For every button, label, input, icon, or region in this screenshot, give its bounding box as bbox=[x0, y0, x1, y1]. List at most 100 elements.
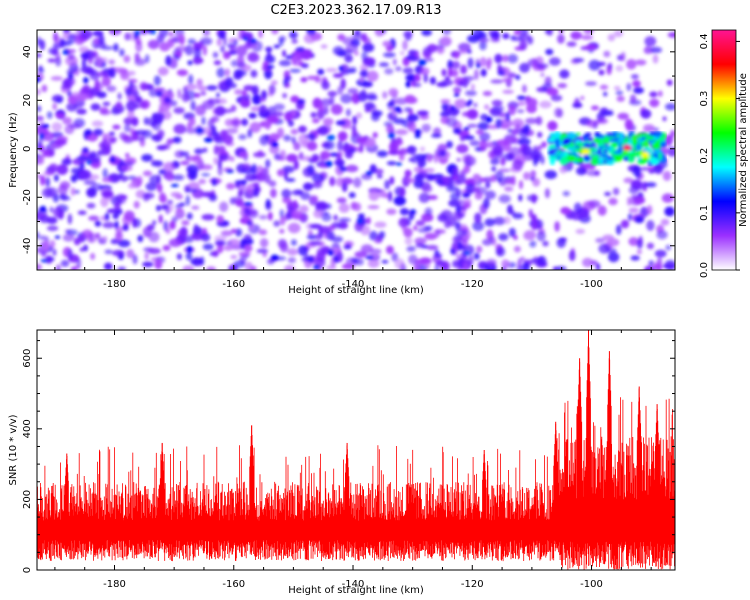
heatmap-cell bbox=[508, 227, 516, 238]
heatmap-cell bbox=[413, 225, 418, 231]
heatmap-cell bbox=[143, 116, 149, 125]
figure-title: C2E3.2023.362.17.09.R13 bbox=[270, 3, 441, 18]
heatmap-cell bbox=[404, 107, 412, 113]
heatmap-cell bbox=[357, 213, 365, 218]
heatmap-cell bbox=[562, 137, 570, 146]
heatmap-cell bbox=[122, 224, 129, 231]
heatmap-cell bbox=[167, 199, 174, 205]
heatmap-cell bbox=[127, 109, 135, 120]
y-tick-label: 600 bbox=[22, 349, 33, 368]
heatmap-cell bbox=[607, 156, 614, 160]
heatmap-cell bbox=[230, 119, 242, 125]
heatmap-cell bbox=[362, 43, 375, 52]
heatmap-cell bbox=[486, 141, 495, 148]
heatmap-cell bbox=[122, 215, 133, 226]
heatmap-cell bbox=[340, 93, 353, 104]
heatmap-cell bbox=[208, 193, 218, 202]
heatmap-cell bbox=[170, 183, 179, 188]
heatmap-cell bbox=[91, 120, 104, 127]
heatmap-cell bbox=[41, 84, 48, 93]
heatmap-cell bbox=[491, 237, 497, 246]
heatmap-cell bbox=[291, 210, 303, 219]
heatmap-cell bbox=[282, 92, 288, 99]
heatmap-cell bbox=[489, 30, 500, 39]
heatmap-cell bbox=[308, 133, 316, 142]
heatmap-cell bbox=[454, 93, 460, 97]
heatmap-cell bbox=[398, 154, 405, 161]
heatmap-cell bbox=[129, 127, 135, 135]
heatmap-cell bbox=[512, 212, 524, 219]
heatmap-cell bbox=[117, 239, 131, 248]
heatmap-cell bbox=[213, 60, 222, 66]
heatmap-cell bbox=[237, 30, 243, 41]
heatmap-cell bbox=[197, 85, 208, 91]
heatmap-cell bbox=[562, 190, 570, 197]
heatmap-cell bbox=[640, 166, 649, 171]
heatmap-cell bbox=[480, 68, 487, 77]
heatmap-cell bbox=[291, 55, 298, 66]
heatmap-cell bbox=[130, 83, 138, 95]
heatmap-cell bbox=[490, 36, 501, 43]
heatmap-cell bbox=[334, 159, 345, 167]
heatmap-cell bbox=[39, 39, 46, 51]
heatmap-cell bbox=[286, 153, 298, 163]
heatmap-cell bbox=[473, 69, 479, 81]
heatmap-cell bbox=[485, 116, 493, 123]
heatmap-cell bbox=[664, 206, 675, 217]
heatmap-cell bbox=[396, 162, 402, 166]
heatmap-cell bbox=[354, 251, 368, 258]
heatmap-cell bbox=[399, 207, 409, 216]
heatmap-cell bbox=[309, 240, 322, 246]
heatmap-cell bbox=[389, 176, 395, 185]
heatmap-cell bbox=[119, 194, 128, 200]
heatmap-cell bbox=[309, 223, 322, 229]
heatmap-cell bbox=[307, 255, 315, 263]
heatmap-cell bbox=[377, 192, 390, 198]
heatmap-cell bbox=[353, 177, 362, 188]
heatmap-cell bbox=[233, 260, 246, 268]
heatmap-cell bbox=[299, 205, 309, 213]
heatmap-cell bbox=[234, 180, 247, 185]
heatmap-cell bbox=[590, 105, 600, 111]
heatmap-cell bbox=[399, 187, 406, 197]
heatmap-cell bbox=[348, 192, 356, 199]
heatmap-cell bbox=[670, 129, 675, 138]
spectrogram-heatmap bbox=[37, 30, 675, 270]
heatmap-cell bbox=[414, 73, 421, 82]
heatmap-cell bbox=[302, 182, 314, 191]
heatmap-cell bbox=[251, 42, 258, 49]
heatmap-cell bbox=[184, 44, 194, 56]
heatmap-cell bbox=[660, 218, 670, 226]
heatmap-cell bbox=[90, 252, 96, 260]
heatmap-cell bbox=[235, 198, 244, 207]
heatmap-cell bbox=[328, 224, 336, 231]
heatmap-cell bbox=[609, 138, 615, 143]
heatmap-cell bbox=[498, 112, 507, 118]
heatmap-cell bbox=[163, 97, 172, 103]
heatmap-cell bbox=[271, 30, 279, 35]
heatmap-cell bbox=[459, 134, 466, 141]
heatmap-cell bbox=[513, 30, 521, 36]
heatmap-cell bbox=[462, 135, 475, 140]
heatmap-cell bbox=[597, 205, 607, 216]
heatmap-cell bbox=[80, 65, 94, 74]
heatmap-cell bbox=[213, 145, 220, 155]
heatmap-cell bbox=[399, 148, 408, 156]
heatmap-cell bbox=[37, 105, 42, 112]
heatmap-cell bbox=[290, 239, 297, 246]
heatmap-cell bbox=[125, 152, 130, 158]
heatmap-cell bbox=[433, 127, 442, 136]
heatmap-cell bbox=[115, 101, 123, 109]
heatmap-cell bbox=[287, 257, 296, 264]
heatmap-cell bbox=[337, 151, 343, 157]
heatmap-cell bbox=[474, 191, 483, 200]
heatmap-cell bbox=[445, 76, 450, 82]
heatmap-cell bbox=[217, 30, 226, 40]
heatmap-cell bbox=[357, 91, 368, 102]
heatmap-cell bbox=[298, 125, 307, 133]
heatmap-cell bbox=[622, 149, 628, 154]
heatmap-cell bbox=[244, 42, 253, 50]
heatmap-cell bbox=[102, 133, 109, 141]
heatmap-cell bbox=[112, 124, 121, 130]
